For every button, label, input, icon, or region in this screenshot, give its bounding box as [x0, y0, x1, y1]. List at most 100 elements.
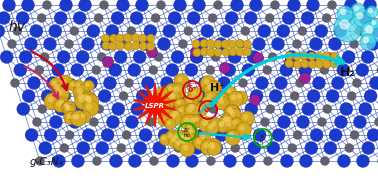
Circle shape [258, 24, 271, 37]
Circle shape [214, 1, 223, 9]
Circle shape [271, 1, 279, 9]
Circle shape [269, 89, 282, 102]
Circle shape [99, 1, 108, 9]
Circle shape [190, 104, 194, 109]
Circle shape [141, 77, 155, 89]
Circle shape [202, 96, 214, 108]
Circle shape [116, 42, 124, 50]
Circle shape [71, 83, 74, 86]
Circle shape [236, 131, 245, 140]
Circle shape [310, 129, 323, 142]
Circle shape [277, 115, 290, 129]
Circle shape [288, 144, 297, 153]
Circle shape [223, 118, 227, 122]
Circle shape [85, 83, 89, 86]
Circle shape [165, 83, 180, 98]
Circle shape [107, 115, 119, 129]
Circle shape [155, 93, 167, 104]
Circle shape [177, 105, 189, 117]
Circle shape [345, 144, 354, 153]
Circle shape [184, 118, 189, 123]
Circle shape [322, 14, 331, 22]
Circle shape [17, 102, 30, 115]
Circle shape [169, 94, 174, 99]
Circle shape [369, 77, 378, 89]
Text: H₂: H₂ [340, 66, 356, 79]
Circle shape [214, 48, 222, 56]
Circle shape [153, 99, 164, 110]
Circle shape [222, 48, 231, 56]
Circle shape [83, 80, 94, 92]
Circle shape [231, 144, 240, 153]
Circle shape [104, 77, 116, 89]
Circle shape [111, 12, 124, 24]
Circle shape [68, 115, 81, 129]
Circle shape [216, 120, 228, 132]
Circle shape [300, 52, 308, 60]
Circle shape [130, 12, 143, 24]
Circle shape [357, 13, 363, 19]
Circle shape [229, 47, 237, 56]
Circle shape [226, 102, 239, 115]
Circle shape [307, 52, 316, 60]
Circle shape [168, 12, 181, 24]
Circle shape [181, 114, 197, 130]
Circle shape [208, 95, 212, 98]
Circle shape [112, 102, 125, 115]
Circle shape [364, 89, 377, 102]
Circle shape [187, 98, 192, 102]
Circle shape [64, 111, 77, 125]
Circle shape [116, 34, 124, 42]
Circle shape [68, 80, 79, 91]
Circle shape [73, 115, 76, 119]
Circle shape [139, 129, 152, 142]
Circle shape [60, 144, 69, 153]
Circle shape [228, 40, 236, 49]
Circle shape [188, 126, 191, 129]
Circle shape [87, 24, 100, 37]
Circle shape [304, 50, 317, 64]
Circle shape [331, 52, 339, 60]
Circle shape [83, 94, 99, 110]
Circle shape [44, 129, 57, 142]
Circle shape [181, 79, 191, 87]
Circle shape [313, 77, 325, 89]
Circle shape [209, 118, 223, 132]
Circle shape [131, 102, 144, 115]
Circle shape [301, 60, 309, 68]
Circle shape [240, 111, 255, 126]
Circle shape [163, 24, 176, 37]
Circle shape [229, 134, 233, 138]
Circle shape [285, 56, 296, 68]
Circle shape [166, 110, 182, 126]
Circle shape [56, 86, 59, 89]
Circle shape [156, 1, 166, 9]
Circle shape [35, 66, 44, 75]
Circle shape [41, 89, 54, 102]
Circle shape [102, 34, 110, 43]
Circle shape [296, 115, 310, 129]
Circle shape [82, 37, 94, 50]
Circle shape [193, 89, 206, 102]
Circle shape [57, 75, 73, 91]
Circle shape [124, 34, 132, 42]
Circle shape [102, 41, 110, 50]
Text: h⁺: h⁺ [260, 139, 266, 144]
Text: hv: hv [9, 20, 26, 34]
Circle shape [318, 117, 327, 127]
Circle shape [54, 12, 67, 24]
Circle shape [169, 91, 180, 102]
Circle shape [337, 64, 350, 77]
Circle shape [70, 112, 82, 125]
Circle shape [293, 60, 302, 69]
Circle shape [192, 40, 200, 48]
Circle shape [71, 155, 84, 167]
Circle shape [377, 66, 378, 75]
Circle shape [92, 157, 101, 165]
Circle shape [136, 89, 149, 102]
Circle shape [179, 134, 182, 138]
Circle shape [271, 37, 285, 50]
Circle shape [183, 115, 195, 129]
Circle shape [184, 94, 198, 109]
Circle shape [288, 0, 301, 12]
